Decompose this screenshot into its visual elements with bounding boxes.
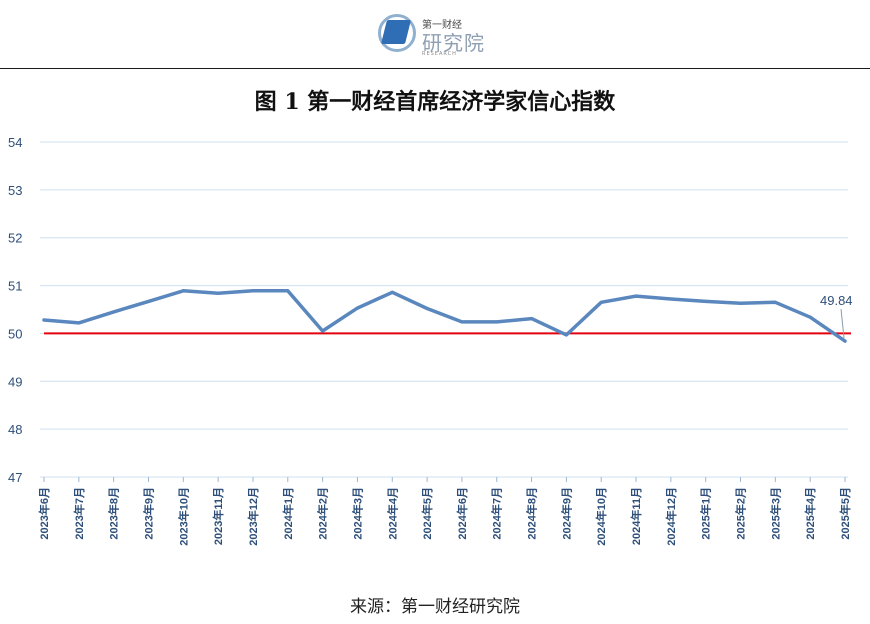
x-tick-label: 2024年10月	[594, 487, 608, 546]
data-point	[390, 290, 394, 294]
data-point	[181, 289, 185, 293]
data-point	[460, 320, 464, 324]
series-layer	[42, 289, 847, 343]
x-tick-label: 2024年3月	[350, 487, 364, 540]
data-point	[216, 291, 220, 295]
logo-big-text: 研究院	[422, 31, 485, 55]
data-point	[669, 297, 673, 301]
data-point	[843, 339, 847, 343]
series-line	[42, 289, 847, 343]
x-tick-label: 2024年11月	[629, 487, 643, 545]
data-point	[251, 289, 255, 293]
x-axis-ticks: 2023年6月 2023年7月 2023年8月 2023年9月 2023年10月 2023…	[37, 477, 852, 546]
x-tick-label: 2025年3月	[768, 487, 782, 540]
x-tick-label: 2024年6月	[455, 487, 469, 540]
data-point	[564, 333, 568, 337]
x-tick-label: 2023年6月	[37, 487, 51, 540]
data-point	[112, 310, 116, 314]
x-tick-label: 2023年10月	[176, 487, 190, 546]
x-tick-label: 2024年5月	[420, 487, 434, 540]
x-tick-label: 2025年5月	[838, 487, 852, 540]
data-point	[42, 318, 46, 322]
logo-ring-icon	[378, 14, 416, 52]
x-tick-label: 2024年2月	[316, 487, 330, 540]
logo-tiny-text: RESEARCH	[422, 51, 457, 57]
y-tick-label: 51	[8, 279, 22, 294]
data-point	[146, 299, 150, 303]
data-point	[495, 320, 499, 324]
x-tick-label: 2024年9月	[559, 487, 573, 540]
data-point	[739, 301, 743, 305]
data-point	[530, 317, 534, 321]
data-point	[704, 299, 708, 303]
data-point	[425, 307, 429, 311]
y-tick-label: 54	[8, 135, 22, 150]
annotation-layer: 49.84	[820, 293, 853, 339]
x-tick-label: 2023年11月	[211, 487, 225, 545]
data-point	[286, 289, 290, 293]
x-tick-label: 2024年7月	[490, 487, 504, 540]
y-tick-label: 50	[8, 326, 22, 341]
x-tick-label: 2024年8月	[525, 487, 539, 540]
y-tick-label: 47	[8, 470, 22, 485]
data-label: 49.84	[820, 293, 853, 308]
data-point	[321, 329, 325, 333]
x-tick-label: 2025年2月	[734, 487, 748, 540]
data-point	[355, 306, 359, 310]
y-axis-ticks: 47 48 49 50 51 52 53 54	[8, 135, 22, 485]
x-tick-label: 2023年7月	[72, 487, 86, 540]
x-tick-label: 2023年12月	[246, 487, 260, 546]
x-tick-label: 2024年1月	[281, 487, 295, 540]
header-divider	[0, 68, 870, 69]
y-tick-label: 49	[8, 374, 22, 389]
x-tick-label: 2025年1月	[699, 487, 713, 540]
data-point	[634, 294, 638, 298]
data-point	[808, 315, 812, 319]
data-point	[77, 321, 81, 325]
annotation-leader	[840, 309, 845, 339]
x-tick-label: 2024年4月	[385, 487, 399, 540]
logo-small-text: 第一财经	[422, 20, 462, 31]
data-point	[773, 300, 777, 304]
x-tick-label: 2023年8月	[107, 487, 121, 540]
x-tick-label: 2025年4月	[803, 487, 817, 540]
logo: 第一财经 研究院 RESEARCH	[378, 10, 498, 58]
y-tick-label: 53	[8, 183, 22, 198]
grid-lines	[40, 141, 848, 478]
chart-title: 图 1 第一财经首席经济学家信心指数	[254, 89, 616, 115]
y-tick-label: 52	[8, 231, 22, 246]
source-note: 来源：第一财经研究院	[350, 597, 520, 617]
x-tick-label: 2024年12月	[664, 487, 678, 546]
data-point	[599, 300, 603, 304]
x-tick-label: 2023年9月	[141, 487, 155, 540]
y-tick-label: 48	[8, 422, 22, 437]
